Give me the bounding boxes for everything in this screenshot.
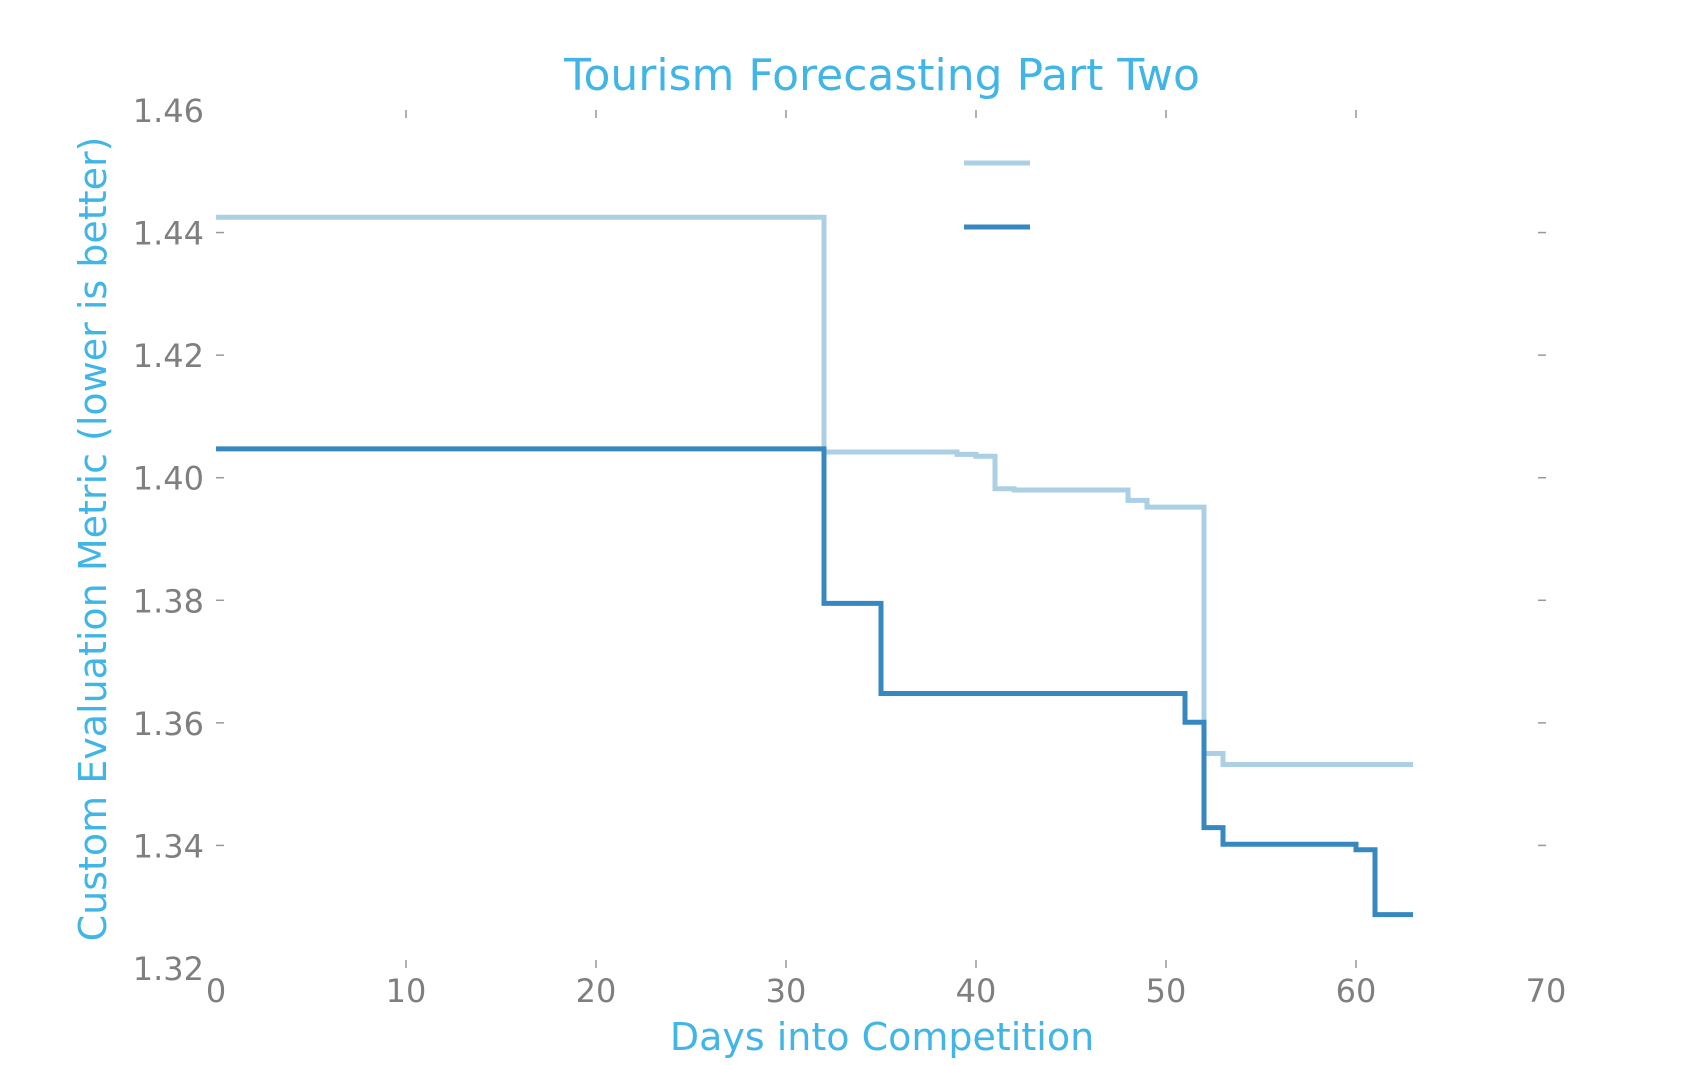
x-tick-label: 0 bbox=[206, 972, 226, 1010]
x-tick-label: 60 bbox=[1336, 972, 1377, 1010]
x-axis-label: Days into Competition bbox=[670, 1015, 1094, 1059]
x-axis: 0 10 20 30 40 50 60 70 bbox=[206, 110, 1567, 1010]
y-tick-label: 1.36 bbox=[133, 705, 204, 743]
y-tick-label: 1.42 bbox=[133, 337, 204, 375]
x-tick-label: 30 bbox=[766, 972, 807, 1010]
y-tick-label: 1.40 bbox=[133, 460, 204, 498]
series-line-1 bbox=[216, 214, 1413, 768]
y-tick-label: 1.44 bbox=[133, 215, 204, 253]
y-tick-label: 1.34 bbox=[133, 827, 204, 865]
y-tick-label: 1.38 bbox=[133, 582, 204, 620]
y-tick-label: 1.32 bbox=[133, 950, 204, 988]
y-axis-label: Custom Evaluation Metric (lower is bette… bbox=[71, 137, 115, 942]
x-tick-label: 50 bbox=[1146, 972, 1187, 1010]
x-tick-label: 10 bbox=[386, 972, 427, 1010]
x-tick-label: 20 bbox=[576, 972, 617, 1010]
series-line-2 bbox=[216, 446, 1413, 918]
chart-title: Tourism Forecasting Part Two bbox=[563, 50, 1200, 101]
x-tick-label: 70 bbox=[1526, 972, 1567, 1010]
y-axis: 1.32 1.34 1.36 1.38 1.40 1.42 1.44 1.46 bbox=[133, 92, 1546, 988]
legend bbox=[964, 160, 1030, 230]
x-tick-label: 40 bbox=[956, 972, 997, 1010]
plot-area bbox=[216, 214, 1413, 918]
y-tick-label: 1.46 bbox=[133, 92, 204, 130]
